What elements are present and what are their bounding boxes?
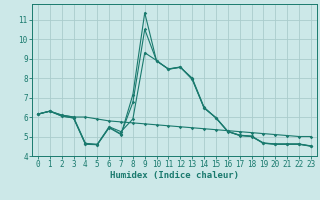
X-axis label: Humidex (Indice chaleur): Humidex (Indice chaleur) bbox=[110, 171, 239, 180]
